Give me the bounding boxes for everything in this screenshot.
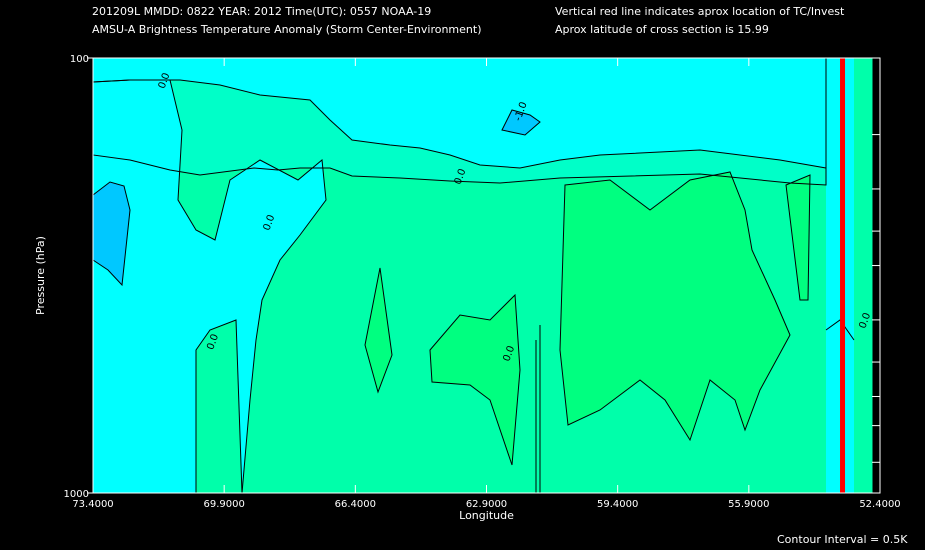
contour-line-6 bbox=[501, 109, 541, 136]
contour-line-3 bbox=[92, 79, 327, 494]
contour-line-10 bbox=[429, 293, 521, 466]
header-line2-right: Aprox latitude of cross section is 15.99 bbox=[555, 23, 769, 36]
x-tick-label-5: 59.4000 bbox=[597, 499, 638, 510]
left-cyan-region bbox=[93, 80, 326, 493]
contour-line-13 bbox=[825, 319, 855, 341]
header-line1-left: 201209L MMDD: 0822 YEAR: 2012 Time(UTC):… bbox=[92, 5, 432, 18]
contour-interval-label: Contour Interval = 0.5K bbox=[777, 533, 908, 546]
left-mint-pocket bbox=[196, 320, 242, 493]
upper-cyan-region bbox=[93, 58, 826, 168]
x-tick-label-1: 73.4000 bbox=[72, 499, 113, 510]
green-region-4 bbox=[430, 295, 520, 465]
header-line2-left: AMSU-A Brightness Temperature Anomaly (S… bbox=[92, 23, 482, 36]
contour-line-5 bbox=[92, 181, 131, 287]
contour-line-7 bbox=[559, 171, 791, 442]
right-cyan-band bbox=[826, 58, 854, 493]
y-tick-label-2: 1000 bbox=[64, 489, 89, 500]
contour-label-7: 0.0 bbox=[857, 311, 873, 330]
blue-patch-upper bbox=[502, 110, 540, 135]
chart-axes: 73.4000 69.9000 66.4000 62.9000 59.4000 55.90… bbox=[34, 54, 901, 522]
green-region-1 bbox=[560, 172, 790, 440]
header-line1-right: Vertical red line indicates aprox locati… bbox=[555, 5, 845, 18]
contour-label-2: 0.0 bbox=[262, 213, 278, 232]
contour-line-8 bbox=[785, 174, 811, 301]
no-data-region bbox=[872, 58, 880, 493]
green-region-2 bbox=[786, 175, 810, 300]
x-tick-label-6: 55.9000 bbox=[728, 499, 769, 510]
x-tick-label-4: 62.9000 bbox=[466, 499, 507, 510]
contour-fills bbox=[93, 58, 880, 493]
contour-line-9 bbox=[364, 267, 393, 394]
contour-label-6: 0.0 bbox=[501, 344, 517, 363]
green-region-3 bbox=[365, 268, 392, 392]
contour-label-5: 0.0 bbox=[453, 167, 469, 186]
x-tick-label-2: 69.9000 bbox=[203, 499, 244, 510]
x-tick-label-7: 52.4000 bbox=[859, 499, 900, 510]
x-axis-title: Longitude bbox=[459, 509, 514, 522]
y-axis-title: Pressure (hPa) bbox=[34, 236, 47, 315]
contour-label-1: 0.0 bbox=[157, 72, 173, 91]
contour-label-3: 0.0 bbox=[205, 333, 221, 352]
chart-marks bbox=[840, 58, 880, 493]
y-tick-label-1: 100 bbox=[70, 54, 89, 65]
blue-patch-left bbox=[93, 182, 130, 285]
contour-line-2 bbox=[92, 57, 827, 169]
x-tick-label-3: 66.4000 bbox=[335, 499, 376, 510]
